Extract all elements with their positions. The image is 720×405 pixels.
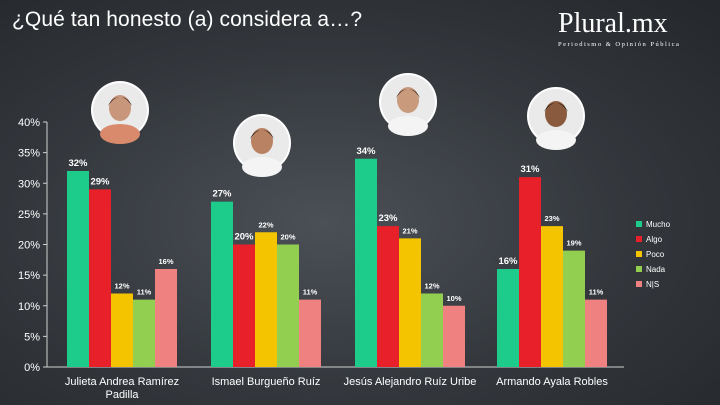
data-label: 11% xyxy=(137,288,152,297)
portrait-hair xyxy=(108,97,132,106)
bar-Nada xyxy=(133,299,155,367)
portrait-hair xyxy=(544,103,568,112)
y-tick-label: 15% xyxy=(18,270,40,282)
data-label: 10% xyxy=(446,294,461,303)
y-tick-label: 35% xyxy=(18,148,40,160)
data-label: 16% xyxy=(498,256,518,267)
y-tick-label: 40% xyxy=(18,117,40,129)
data-label: 12% xyxy=(424,282,439,291)
data-label: 11% xyxy=(303,288,318,297)
portrait-face xyxy=(397,87,419,113)
legend-swatch xyxy=(636,221,642,227)
data-label: 12% xyxy=(114,282,129,291)
category-label: Padilla xyxy=(105,389,139,401)
data-label: 27% xyxy=(212,189,232,200)
bar-Mucho xyxy=(67,171,89,367)
bar-Nada xyxy=(563,250,585,367)
bar-Algo xyxy=(89,189,111,367)
legend-label: Mucho xyxy=(646,220,671,229)
bar-Nada xyxy=(277,244,299,367)
y-tick-label: 30% xyxy=(18,178,40,190)
bar-Mucho xyxy=(497,269,519,367)
data-label: 31% xyxy=(520,164,540,175)
legend-swatch xyxy=(636,236,642,242)
chart-title: ¿Qué tan honesto (a) considera a…? xyxy=(12,8,363,31)
data-label: 20% xyxy=(280,233,295,242)
y-tick-label: 5% xyxy=(24,331,40,343)
data-label: 29% xyxy=(90,176,110,187)
data-label: 11% xyxy=(589,288,604,297)
portrait-hair xyxy=(396,89,420,98)
bar-Poco xyxy=(111,293,133,367)
category-label: Ismael Burgueño Ruíz xyxy=(212,376,321,388)
brand-tagline: Periodismo & Opinión Pública xyxy=(558,41,681,48)
brand-name: Plural.mx xyxy=(558,8,668,39)
bar-N|S xyxy=(299,299,321,367)
data-label: 23% xyxy=(378,213,398,224)
portrait-clothes xyxy=(100,124,140,144)
category-label: Armando Ayala Robles xyxy=(496,376,608,388)
legend-label: Algo xyxy=(646,235,663,244)
portrait-face xyxy=(251,128,273,154)
brand-logo: Plural.mx Periodismo & Opinión Pública xyxy=(558,8,708,49)
bar-Mucho xyxy=(355,158,377,367)
y-tick-label: 25% xyxy=(18,209,40,221)
portrait-clothes xyxy=(388,116,428,136)
y-tick-label: 10% xyxy=(18,301,40,313)
data-label: 22% xyxy=(258,220,273,229)
portrait-face xyxy=(109,95,131,121)
bar-Poco xyxy=(255,232,277,367)
data-label: 23% xyxy=(544,214,559,223)
data-label: 16% xyxy=(158,257,173,266)
bar-N|S xyxy=(155,269,177,367)
y-tick-label: 0% xyxy=(24,362,40,374)
bar-Algo xyxy=(519,177,541,367)
legend-swatch xyxy=(636,266,642,272)
legend-label: Poco xyxy=(646,250,665,259)
category-label: Jesús Alejandro Ruíz Uribe xyxy=(344,376,477,388)
data-label: 19% xyxy=(566,239,581,248)
y-tick-label: 20% xyxy=(18,240,40,252)
data-label: 20% xyxy=(234,232,254,243)
bar-N|S xyxy=(585,299,607,367)
bar-N|S xyxy=(443,305,465,367)
category-label: Julieta Andrea Ramírez xyxy=(65,376,179,388)
bar-Algo xyxy=(377,226,399,367)
portrait-hair xyxy=(250,130,274,139)
bar-Poco xyxy=(541,226,563,367)
portrait-clothes xyxy=(242,157,282,177)
data-label: 32% xyxy=(68,158,88,169)
legend-label: Nada xyxy=(646,265,666,274)
legend-swatch xyxy=(636,251,642,257)
legend-label: N|S xyxy=(646,280,659,289)
portrait-face xyxy=(545,101,567,127)
data-label: 34% xyxy=(356,146,376,157)
legend-swatch xyxy=(636,281,642,287)
bar-Nada xyxy=(421,293,443,367)
bar-Poco xyxy=(399,238,421,367)
portrait-clothes xyxy=(536,130,576,150)
bar-Mucho xyxy=(211,201,233,367)
data-label: 21% xyxy=(402,226,417,235)
bar-Algo xyxy=(233,244,255,367)
